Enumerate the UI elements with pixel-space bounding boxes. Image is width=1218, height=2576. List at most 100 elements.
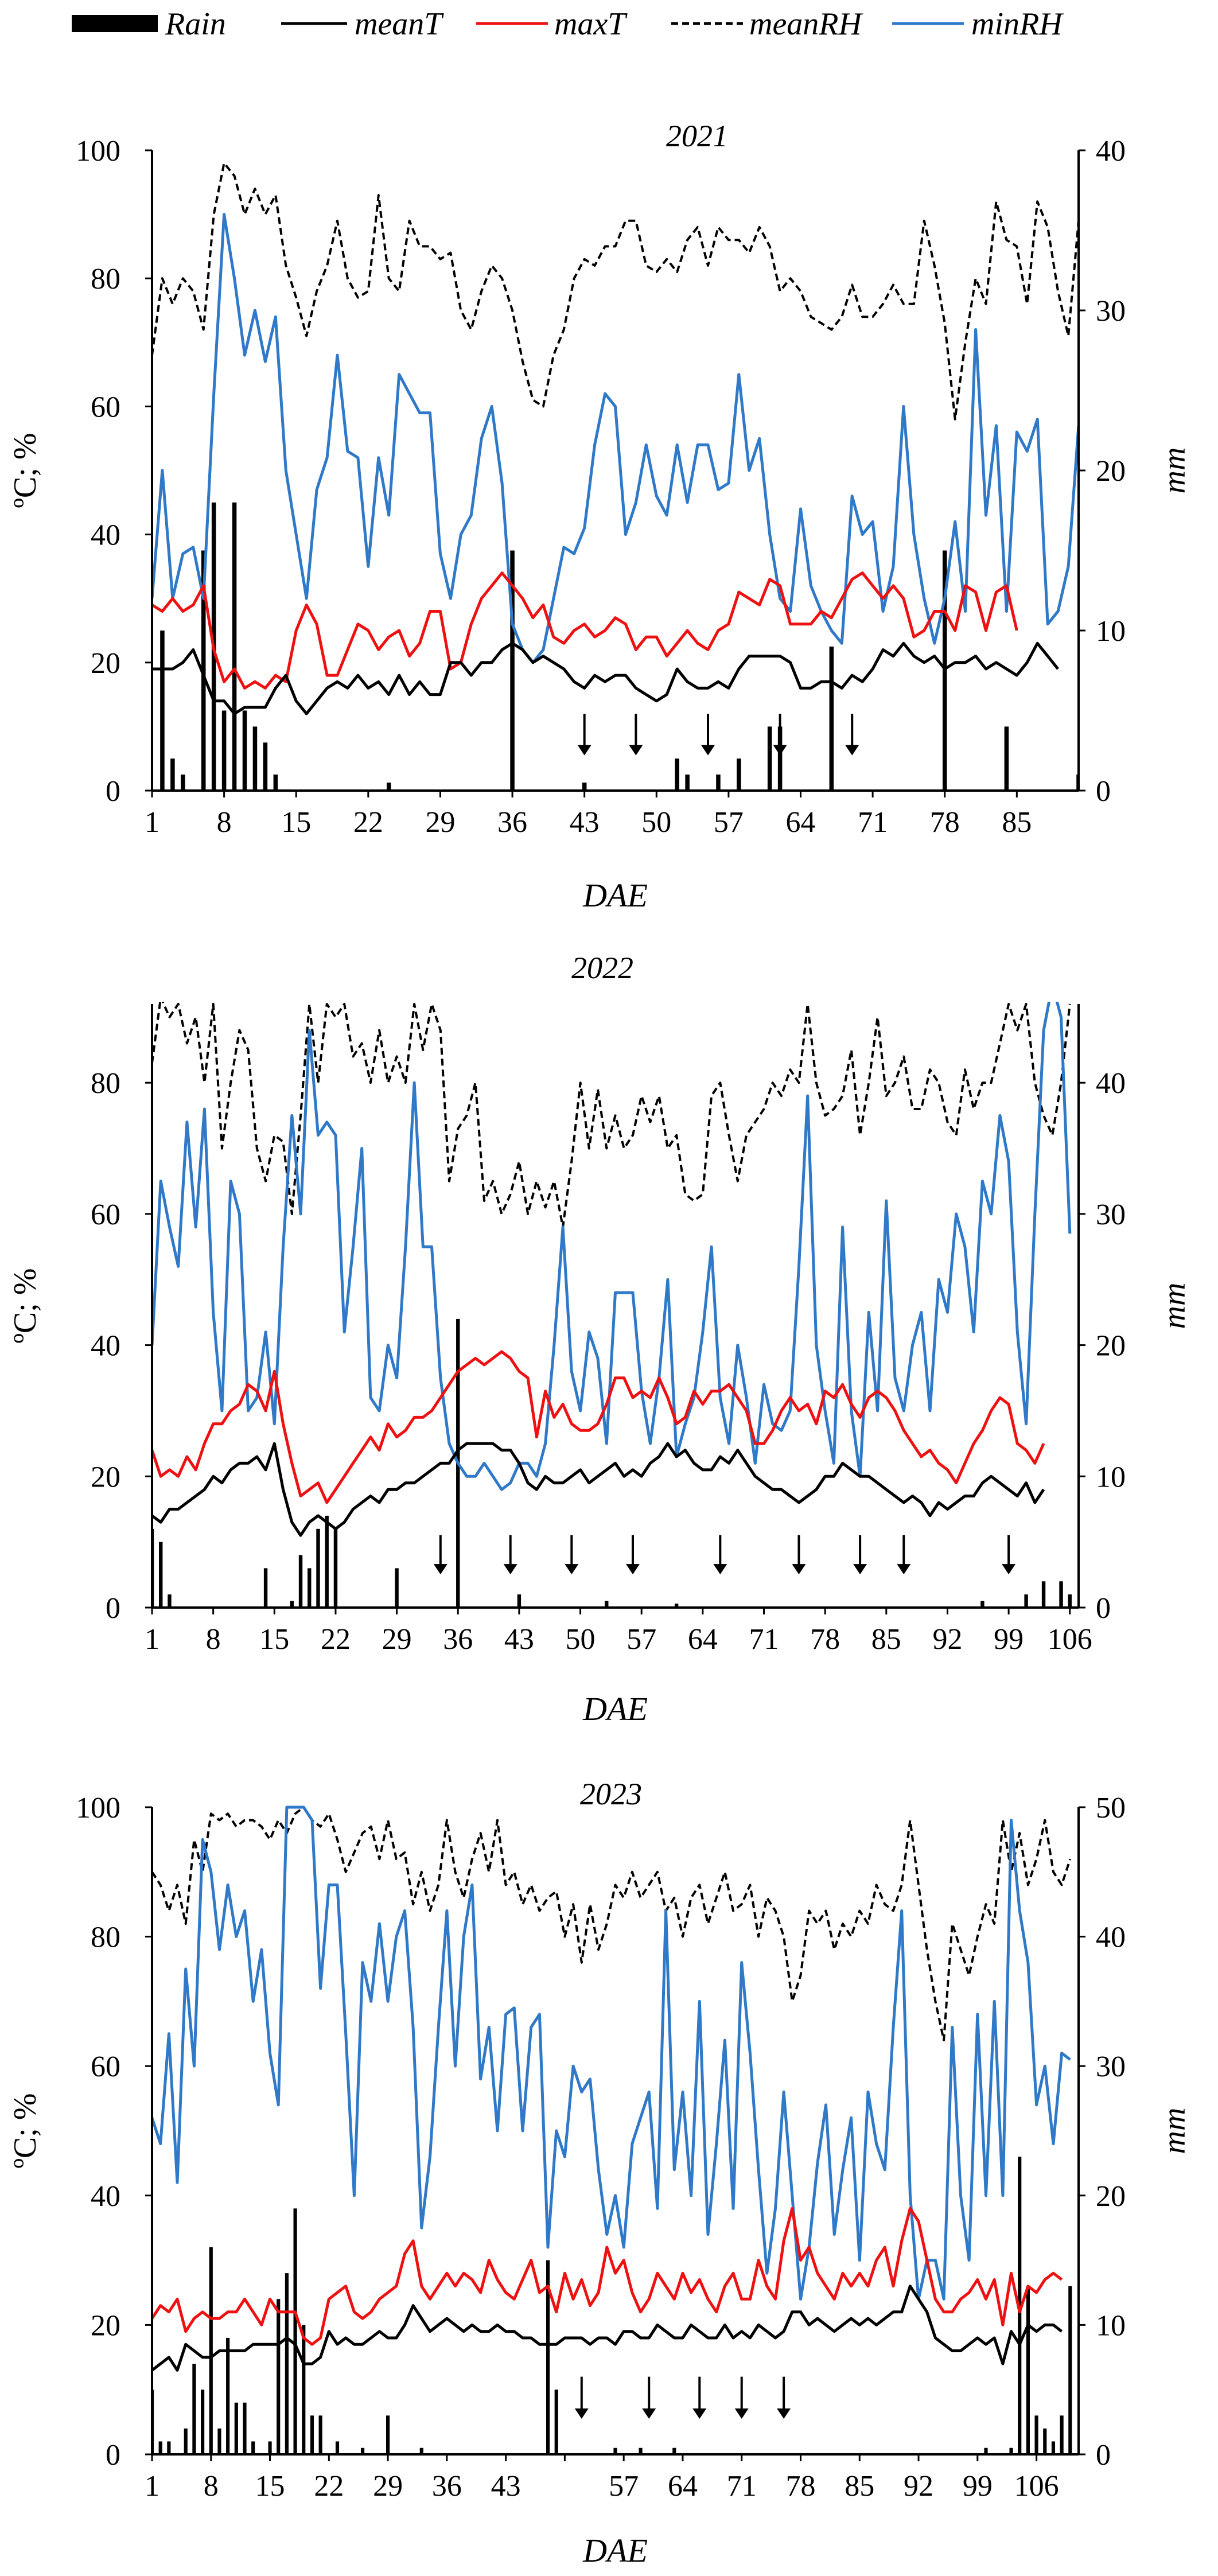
rain-bar	[517, 1594, 522, 1608]
rain-bar	[209, 2247, 213, 2454]
x-tick-label: 99	[994, 1623, 1024, 1656]
x-tick-label: 99	[963, 2470, 993, 2503]
y-tick-label: 40	[91, 1330, 120, 1363]
meanrh-line	[151, 1002, 1071, 1228]
legend-rain-label: Rain	[165, 6, 226, 42]
y2-tick-label: 40	[1096, 1921, 1126, 1954]
rain-bar	[293, 2208, 297, 2454]
y-axis-label: ºC; %	[7, 1268, 43, 1344]
rain-bar	[1059, 1581, 1063, 1608]
rain-bar	[252, 726, 258, 791]
y2-tick-label: 10	[1096, 615, 1126, 648]
rain-bar	[226, 2337, 230, 2454]
y2-tick-label: 10	[1096, 1461, 1126, 1493]
y2-tick-label: 0	[1096, 1592, 1111, 1625]
rain-bar	[1009, 2447, 1013, 2454]
rain-bar	[201, 2390, 205, 2454]
rain-bar	[263, 1568, 268, 1608]
meanrh-line	[151, 1806, 1072, 2042]
y-tick-label: 0	[106, 775, 120, 808]
x-tick-label: 64	[786, 806, 816, 839]
event-arrow-head	[792, 1564, 806, 1575]
x-axis-label: DAE	[582, 877, 648, 914]
x-tick-label: 36	[432, 2470, 462, 2503]
maxt-line	[151, 2207, 1063, 2346]
rain-bar	[192, 2364, 196, 2454]
chart-panel-2021: 0 20 40 60 80 100 0 10 20 30 40 1 8 15 22 29 36 43 50 57 64 7…	[7, 119, 1192, 914]
event-arrow-head	[642, 2408, 656, 2419]
event-arrow-head	[845, 745, 859, 756]
x-tick-label: 57	[626, 1623, 656, 1656]
rain-bar	[160, 631, 165, 791]
x-tick-label: 43	[491, 2470, 521, 2503]
y2-tick-label: 40	[1096, 135, 1126, 168]
y-tick-label: 20	[91, 2309, 120, 2342]
legend-meant-label: meanT	[355, 6, 444, 42]
rain-bar	[395, 1568, 399, 1608]
rain-bar	[234, 2402, 238, 2454]
legend-maxt-label: maxT	[554, 6, 628, 42]
event-arrow-head	[565, 1564, 579, 1575]
event-arrow-head	[629, 745, 643, 756]
rain-bar	[335, 2441, 340, 2454]
rain-bar	[1024, 1594, 1028, 1608]
meant-line	[151, 1442, 1045, 1537]
meant-line	[151, 2285, 1063, 2372]
rain-bar	[277, 2299, 281, 2454]
x-tick-label: 85	[871, 1623, 901, 1656]
rain-bar	[510, 550, 515, 791]
minrh-line	[151, 1002, 1072, 1491]
rain-bar	[605, 1601, 609, 1608]
x-tick-label: 1	[145, 806, 159, 839]
rain-bar	[716, 775, 721, 791]
y2-tick-label: 10	[1096, 2309, 1126, 2342]
rain-bar	[1068, 2286, 1072, 2454]
chart-panel-2022: 0 20 40 60 80 0 10 20 30 40 1 8 15 22 29 36 43 50 57 64 71 78…	[7, 951, 1192, 1727]
rain-bar	[1051, 2441, 1056, 2454]
y-tick-label: 80	[91, 1067, 120, 1100]
rain-bar	[554, 2390, 558, 2454]
rain-bar	[639, 2447, 643, 2454]
y2-tick-label: 20	[1096, 2180, 1126, 2213]
x-tick-label: 1	[145, 1623, 159, 1656]
x-tick-label: 64	[688, 1623, 718, 1656]
rain-bar	[386, 783, 391, 791]
rain-bar	[980, 1601, 984, 1608]
event-arrow-head	[713, 1564, 727, 1575]
x-axis-label: DAE	[582, 1690, 648, 1727]
rain-bar	[184, 2428, 188, 2454]
y2-axis-label: mm	[1157, 448, 1192, 494]
x-tick-label: 22	[353, 806, 383, 839]
legend-meanrh-label: meanRH	[749, 6, 863, 42]
rain-bar	[333, 1528, 338, 1608]
event-arrow-head	[577, 745, 592, 756]
rain-bar	[285, 2273, 289, 2454]
x-tick-label: 106	[1014, 2470, 1059, 2503]
y-tick-label: 60	[91, 391, 120, 423]
y-tick-label: 40	[91, 2180, 120, 2213]
rain-bar	[316, 1528, 320, 1608]
y2-tick-label: 20	[1096, 1330, 1126, 1363]
rain-bar	[273, 775, 278, 791]
rain-bar	[268, 2441, 272, 2454]
rain-bar	[1004, 726, 1009, 791]
rain-bar	[546, 2260, 550, 2454]
rain-bar	[232, 502, 237, 791]
rain-bar	[318, 2415, 322, 2454]
y-axis-label: ºC; %	[7, 433, 43, 508]
maxt-line	[151, 571, 1018, 690]
rain-bar	[298, 1555, 303, 1608]
rain-bar	[1043, 2428, 1047, 2454]
event-arrow-head	[773, 745, 787, 756]
x-tick-label: 8	[217, 806, 232, 839]
y-tick-label: 100	[76, 1792, 120, 1824]
minrh-line	[151, 213, 1080, 664]
y2-tick-label: 20	[1096, 455, 1126, 488]
x-tick-label: 78	[786, 2470, 816, 2503]
y2-tick-label: 0	[1096, 2439, 1111, 2472]
rain-bar	[737, 758, 741, 791]
x-tick-label: 29	[425, 806, 455, 839]
event-arrow-head	[574, 2408, 589, 2419]
rain-bar	[243, 2402, 247, 2454]
